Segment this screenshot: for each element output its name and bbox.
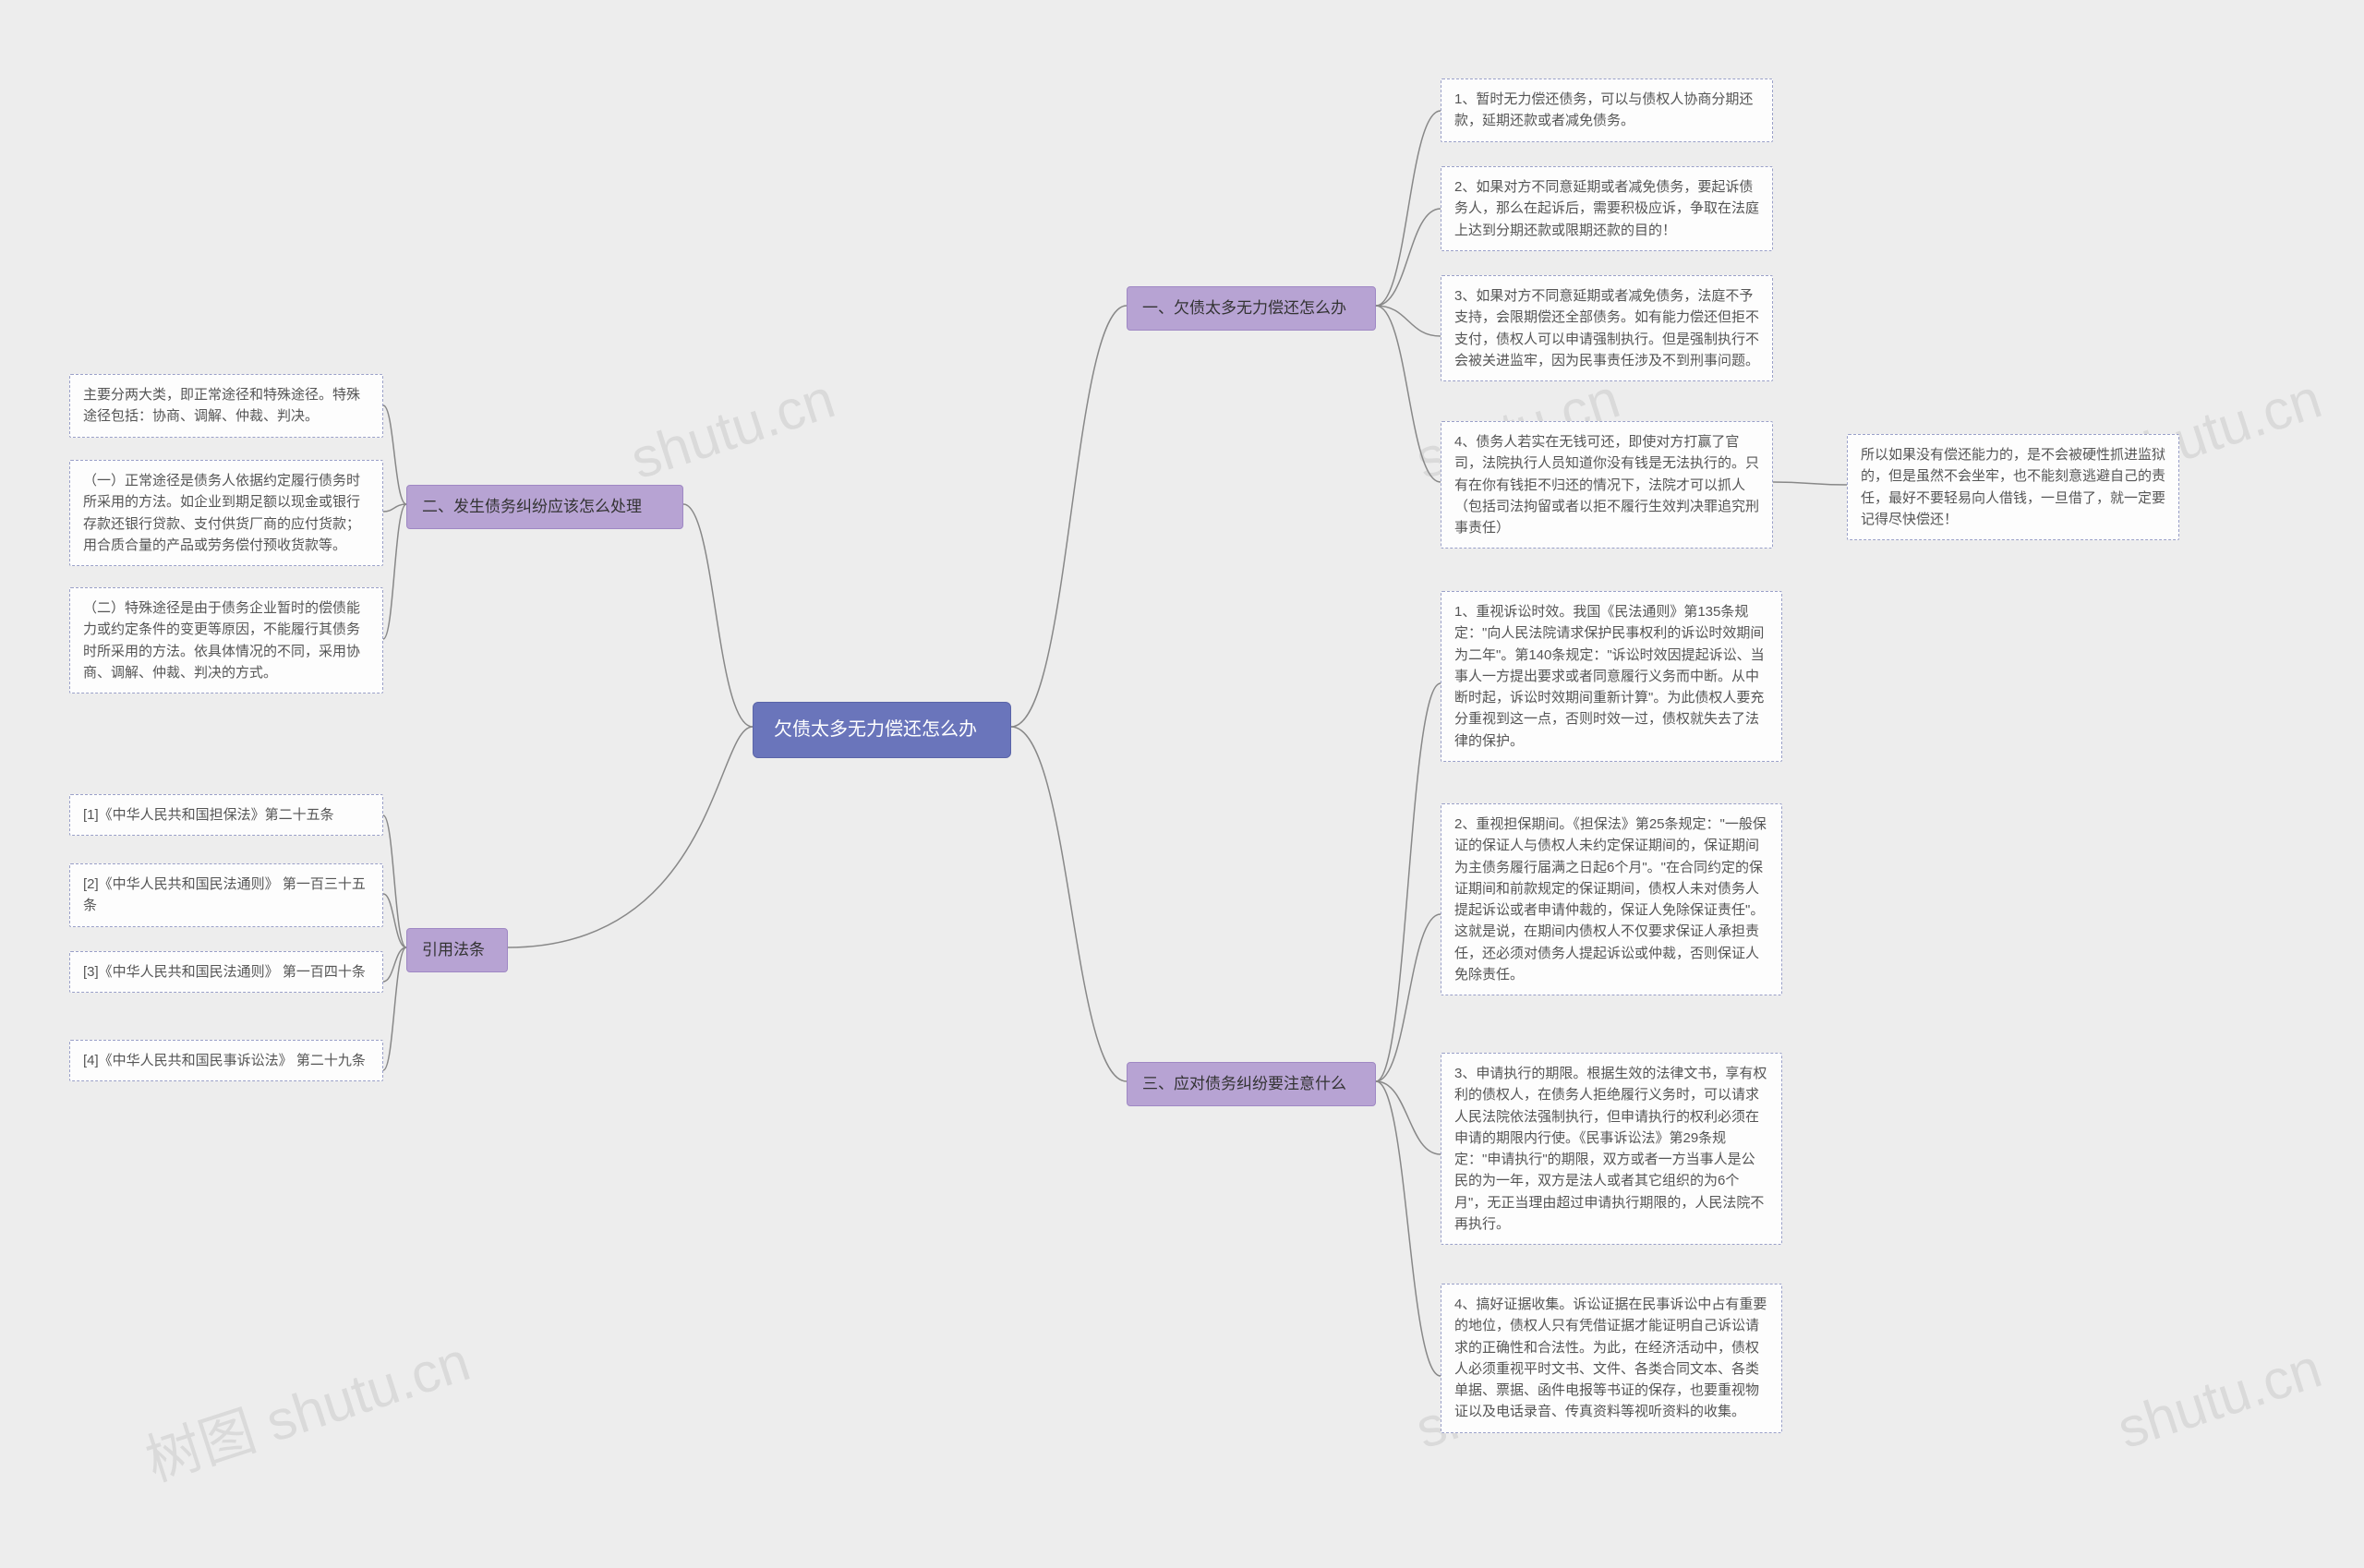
watermark: shutu.cn: [2110, 1336, 2329, 1462]
leaf-b4c3[interactable]: [3]《中华人民共和国民法通则》 第一百四十条: [69, 951, 383, 993]
watermark: 树图 shutu.cn: [134, 1317, 478, 1497]
leaf-b3c1[interactable]: 1、重视诉讼时效。我国《民法通则》第135条规定："向人民法院请求保护民事权利的…: [1441, 591, 1782, 762]
leaf-b3c4[interactable]: 4、搞好证据收集。诉讼证据在民事诉讼中占有重要的地位，债权人只有凭借证据才能证明…: [1441, 1284, 1782, 1433]
leaf-b1c4[interactable]: 4、债务人若实在无钱可还，即使对方打赢了官司，法院执行人员知道你没有钱是无法执行…: [1441, 421, 1773, 549]
leaf-b1c3[interactable]: 3、如果对方不同意延期或者减免债务，法庭不予支持，会限期偿还全部债务。如有能力偿…: [1441, 275, 1773, 381]
leaf-b1c1[interactable]: 1、暂时无力偿还债务，可以与债权人协商分期还款，延期还款或者减免债务。: [1441, 78, 1773, 142]
leaf-b2c2[interactable]: （一）正常途径是债务人依据约定履行债务时所采用的方法。如企业到期足额以现金或银行…: [69, 460, 383, 566]
branch-2[interactable]: 二、发生债务纠纷应该怎么处理: [406, 485, 683, 529]
watermark: shutu.cn: [623, 367, 842, 492]
leaf-b2c1[interactable]: 主要分两大类，即正常途径和特殊途径。特殊途径包括：协商、调解、仲裁、判决。: [69, 374, 383, 438]
leaf-b2c3[interactable]: （二）特殊途径是由于债务企业暂时的偿债能力或约定条件的变更等原因，不能履行其债务…: [69, 587, 383, 694]
branch-1[interactable]: 一、欠债太多无力偿还怎么办: [1127, 286, 1376, 331]
root-node[interactable]: 欠债太多无力偿还怎么办: [753, 702, 1011, 758]
branch-4[interactable]: 引用法条: [406, 928, 508, 972]
branch-3[interactable]: 三、应对债务纠纷要注意什么: [1127, 1062, 1376, 1106]
leaf-b4c1[interactable]: [1]《中华人民共和国担保法》第二十五条: [69, 794, 383, 836]
leaf-b4c4[interactable]: [4]《中华人民共和国民事诉讼法》 第二十九条: [69, 1040, 383, 1081]
leaf-b1c2[interactable]: 2、如果对方不同意延期或者减免债务，要起诉债务人，那么在起诉后，需要积极应诉，争…: [1441, 166, 1773, 251]
connector-layer: [0, 0, 2364, 1568]
leaf-b4c2[interactable]: [2]《中华人民共和国民法通则》 第一百三十五条: [69, 863, 383, 927]
leaf-b3c2[interactable]: 2、重视担保期间。《担保法》第25条规定："一般保证的保证人与债权人未约定保证期…: [1441, 803, 1782, 995]
leaf-b1c4a[interactable]: 所以如果没有偿还能力的，是不会被硬性抓进监狱的，但是虽然不会坐牢，也不能刻意逃避…: [1847, 434, 2179, 540]
leaf-b3c3[interactable]: 3、申请执行的期限。根据生效的法律文书，享有权利的债权人，在债务人拒绝履行义务时…: [1441, 1053, 1782, 1245]
